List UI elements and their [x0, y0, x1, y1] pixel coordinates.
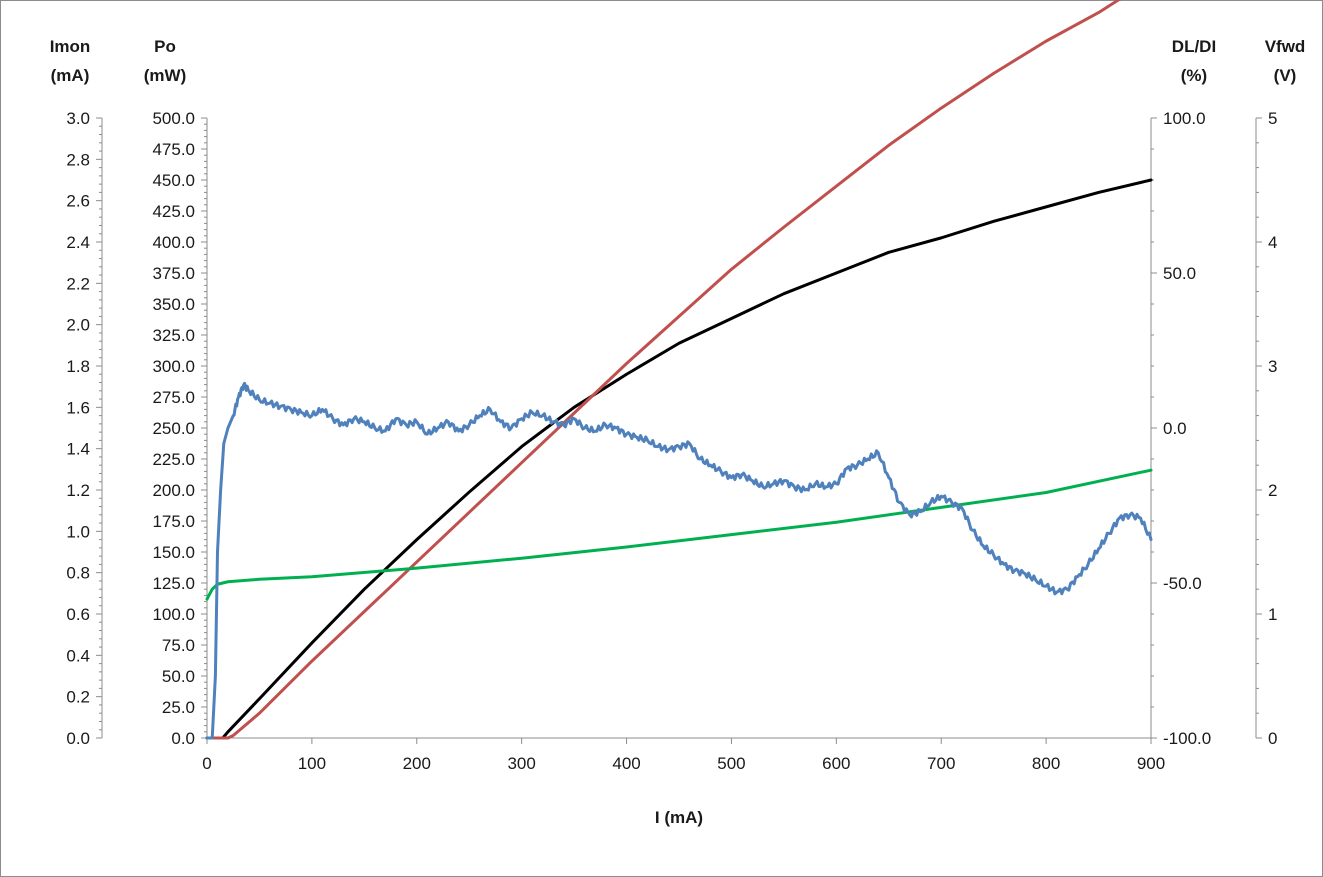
dldi-tick-label: 100.0 — [1163, 109, 1206, 128]
po-tick-label: 275.0 — [152, 388, 195, 407]
x-tick-label: 700 — [927, 754, 955, 773]
x-tick-label: 400 — [612, 754, 640, 773]
imon-tick-label: 1.4 — [66, 440, 90, 459]
dldi-tick-label: 50.0 — [1163, 264, 1196, 283]
imon-tick-label: 2.0 — [66, 316, 90, 335]
x-tick-label: 800 — [1032, 754, 1060, 773]
imon-tick-label: 0.4 — [66, 646, 90, 665]
po-tick-label: 500.0 — [152, 109, 195, 128]
imon-tick-label: 1.0 — [66, 522, 90, 541]
x-tick-label: 300 — [507, 754, 535, 773]
dldi-tick-label: 0.0 — [1163, 419, 1187, 438]
po-axis-title-top: Po — [154, 37, 176, 56]
dldi-tick-label: -50.0 — [1163, 574, 1202, 593]
po-tick-label: 75.0 — [162, 636, 195, 655]
dldi-axis-title-top: DL/DI — [1172, 37, 1216, 56]
vfwd-axis-title-bottom: (V) — [1274, 66, 1297, 85]
dldi-tick-label: -100.0 — [1163, 729, 1211, 748]
po-tick-label: 475.0 — [152, 140, 195, 159]
x-axis-title: I (mA) — [655, 808, 703, 827]
axes: 0 100 200 300 400 500 600 700 800 900 0.0 0.2 0.4 0.6… — [66, 109, 1277, 773]
po-tick-label: 375.0 — [152, 264, 195, 283]
imon-tick-label: 1.6 — [66, 398, 90, 417]
imon-tick-label: 0.0 — [66, 729, 90, 748]
imon-tick-label: 2.8 — [66, 150, 90, 169]
imon-tick-label: 2.4 — [66, 233, 90, 252]
dldi-axis-title-bottom: (%) — [1181, 66, 1207, 85]
po-tick-label: 0.0 — [171, 729, 195, 748]
po-tick-label: 200.0 — [152, 481, 195, 500]
imon-tick-label: 2.2 — [66, 274, 90, 293]
po-axis-title-bottom: (mW) — [144, 66, 186, 85]
imon-tick-label: 1.8 — [66, 357, 90, 376]
vfwd-tick-label: 5 — [1268, 109, 1277, 128]
imon-tick-label: 3.0 — [66, 109, 90, 128]
po-tick-label: 350.0 — [152, 295, 195, 314]
imon-tick-label: 0.8 — [66, 564, 90, 583]
po-tick-label: 450.0 — [152, 171, 195, 190]
po-tick-label: 400.0 — [152, 233, 195, 252]
po-tick-label: 50.0 — [162, 667, 195, 686]
x-tick-label: 100 — [298, 754, 326, 773]
po-tick-label: 300.0 — [152, 357, 195, 376]
po-tick-label: 225.0 — [152, 450, 195, 469]
x-tick-label: 0 — [202, 754, 211, 773]
axis-titles: Imon (mA) Po (mW) DL/DI (%) Vfwd (V) I (… — [50, 37, 1306, 827]
po-tick-label: 175.0 — [152, 512, 195, 531]
imon-tick-label: 1.2 — [66, 481, 90, 500]
imon-tick-label: 2.6 — [66, 192, 90, 211]
po-series-line — [205, 0, 1122, 740]
po-tick-label: 100.0 — [152, 605, 195, 624]
x-tick-label: 900 — [1137, 754, 1165, 773]
x-tick-label: 600 — [822, 754, 850, 773]
vfwd-series-line — [205, 468, 1153, 601]
imon-series-line — [205, 178, 1153, 740]
po-tick-label: 150.0 — [152, 543, 195, 562]
po-tick-label: 125.0 — [152, 574, 195, 593]
vfwd-tick-label: 0 — [1268, 729, 1277, 748]
po-tick-label: 325.0 — [152, 326, 195, 345]
vfwd-tick-label: 4 — [1268, 233, 1277, 252]
imon-axis-title-bottom: (mA) — [51, 66, 90, 85]
vfwd-tick-label: 1 — [1268, 605, 1277, 624]
imon-tick-label: 0.6 — [66, 605, 90, 624]
po-tick-label: 425.0 — [152, 202, 195, 221]
vfwd-tick-label: 3 — [1268, 357, 1277, 376]
series-lines — [205, 0, 1153, 740]
imon-axis-title-top: Imon — [50, 37, 91, 56]
x-tick-label: 200 — [403, 754, 431, 773]
imon-tick-label: 0.2 — [66, 688, 90, 707]
po-tick-label: 250.0 — [152, 419, 195, 438]
dldi-series-line — [205, 381, 1153, 740]
vfwd-tick-label: 2 — [1268, 481, 1277, 500]
po-tick-label: 25.0 — [162, 698, 195, 717]
vfwd-axis-title-top: Vfwd — [1265, 37, 1306, 56]
x-tick-label: 500 — [717, 754, 745, 773]
